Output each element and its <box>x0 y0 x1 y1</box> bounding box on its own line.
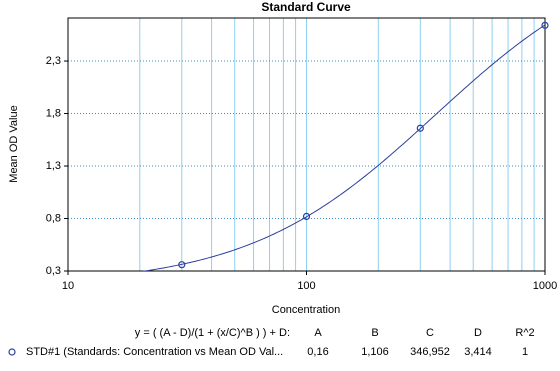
y-tick-label: 1,8 <box>46 107 61 119</box>
y-tick-label: 0,8 <box>46 212 61 224</box>
fit-param-name: B <box>371 327 378 339</box>
y-tick-label: 2,3 <box>46 55 61 67</box>
fit-curve <box>141 24 545 271</box>
x-tick-label: 10 <box>62 280 74 292</box>
y-tick-label: 1,3 <box>46 160 61 172</box>
fit-param-name: R^2 <box>515 327 534 339</box>
plot-frame <box>67 17 546 272</box>
x-axis-label: Concentration <box>272 304 341 316</box>
x-tick-label: 100 <box>297 280 315 292</box>
data-point <box>416 124 424 132</box>
x-tick-label: 1000 <box>533 280 557 292</box>
legend-marker <box>8 348 16 356</box>
y-axis-label: Mean OD Value <box>8 105 20 182</box>
fit-param-value: 0,16 <box>307 346 328 358</box>
fit-param-value: 3,414 <box>464 346 492 358</box>
data-point <box>302 212 311 221</box>
data-point <box>541 21 549 29</box>
fit-param-name: A <box>314 327 322 339</box>
y-tick-label: 0,3 <box>46 265 61 277</box>
fit-param-value: 1,106 <box>361 346 389 358</box>
legend-label: STD#1 (Standards: Concentration vs Mean … <box>26 346 283 358</box>
fit-param-value: 346,952 <box>410 346 450 358</box>
fit-param-value: 1 <box>522 346 528 358</box>
chart-title: Standard Curve <box>261 0 351 14</box>
data-point <box>178 261 186 269</box>
fit-equation: y = ( (A - D)/(1 + (x/C)^B ) ) + D: <box>135 327 290 339</box>
fit-param-name: D <box>474 327 482 339</box>
fit-param-name: C <box>426 327 434 339</box>
